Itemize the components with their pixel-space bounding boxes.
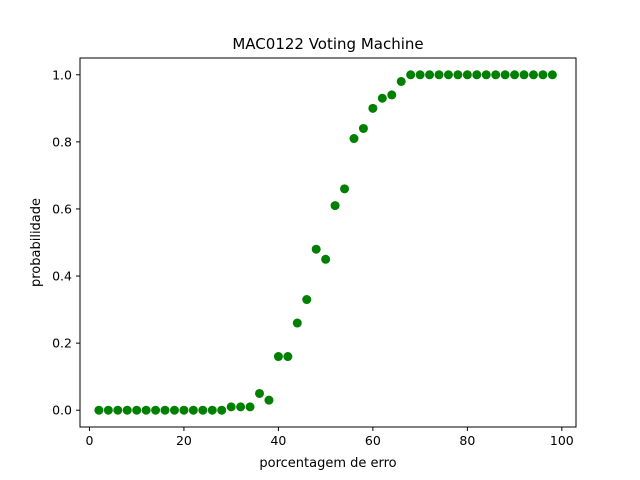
data-point (311, 244, 321, 254)
data-point (113, 405, 123, 415)
data-point (462, 70, 472, 80)
data-point (434, 70, 444, 80)
y-tick-label: 0.0 (52, 403, 72, 418)
y-tick-label: 1.0 (52, 67, 72, 82)
data-point (481, 70, 491, 80)
data-point (236, 402, 246, 412)
data-point (160, 405, 170, 415)
data-point (528, 70, 538, 80)
y-tick-label: 0.4 (52, 269, 72, 284)
data-point (141, 405, 151, 415)
y-axis-label: probabilidade (29, 198, 44, 287)
data-point (207, 405, 217, 415)
x-axis-label: porcentagem de erro (259, 456, 396, 471)
data-point (103, 405, 113, 415)
data-point (453, 70, 463, 80)
data-point (538, 70, 548, 80)
data-point (151, 405, 161, 415)
x-tick-label: 0 (85, 433, 93, 448)
data-point (519, 70, 529, 80)
x-tick-label: 40 (270, 433, 286, 448)
data-point (547, 70, 557, 80)
data-point (387, 90, 397, 100)
data-point (321, 254, 331, 264)
y-tick-label: 0.2 (52, 336, 72, 351)
data-point (217, 405, 227, 415)
x-tick-label: 100 (550, 433, 574, 448)
chart-title: MAC0122 Voting Machine (232, 35, 423, 53)
data-point (368, 103, 378, 113)
plot-frame (79, 57, 577, 428)
data-point (491, 70, 501, 80)
data-point (169, 405, 179, 415)
data-points (94, 70, 557, 415)
data-point (358, 123, 368, 133)
y-tick-label: 0.8 (52, 134, 72, 149)
data-point (340, 184, 350, 194)
data-point (122, 405, 132, 415)
x-tick-label: 20 (176, 433, 192, 448)
data-point (472, 70, 482, 80)
tick-group: 0 20 40 60 80 100 0.0 0.2 0.4 0.6 0.8 1.0 (52, 67, 574, 448)
data-point (330, 201, 340, 211)
data-point (273, 352, 283, 362)
data-point (443, 70, 453, 80)
data-point (245, 402, 255, 412)
data-point (500, 70, 510, 80)
data-point (255, 388, 265, 398)
data-point (283, 352, 293, 362)
data-point (377, 93, 387, 103)
x-tick-label: 80 (459, 433, 475, 448)
data-point (292, 318, 302, 328)
x-tick-label: 60 (365, 433, 381, 448)
data-point (349, 134, 359, 144)
data-point (302, 295, 312, 305)
data-point (132, 405, 142, 415)
data-point (226, 402, 236, 412)
data-point (396, 76, 406, 86)
data-point (425, 70, 435, 80)
data-point (94, 405, 104, 415)
data-point (179, 405, 189, 415)
data-point (188, 405, 198, 415)
data-point (198, 405, 208, 415)
data-point (415, 70, 425, 80)
data-point (264, 395, 274, 405)
data-point (510, 70, 520, 80)
y-tick-label: 0.6 (52, 201, 72, 216)
data-point (406, 70, 416, 80)
